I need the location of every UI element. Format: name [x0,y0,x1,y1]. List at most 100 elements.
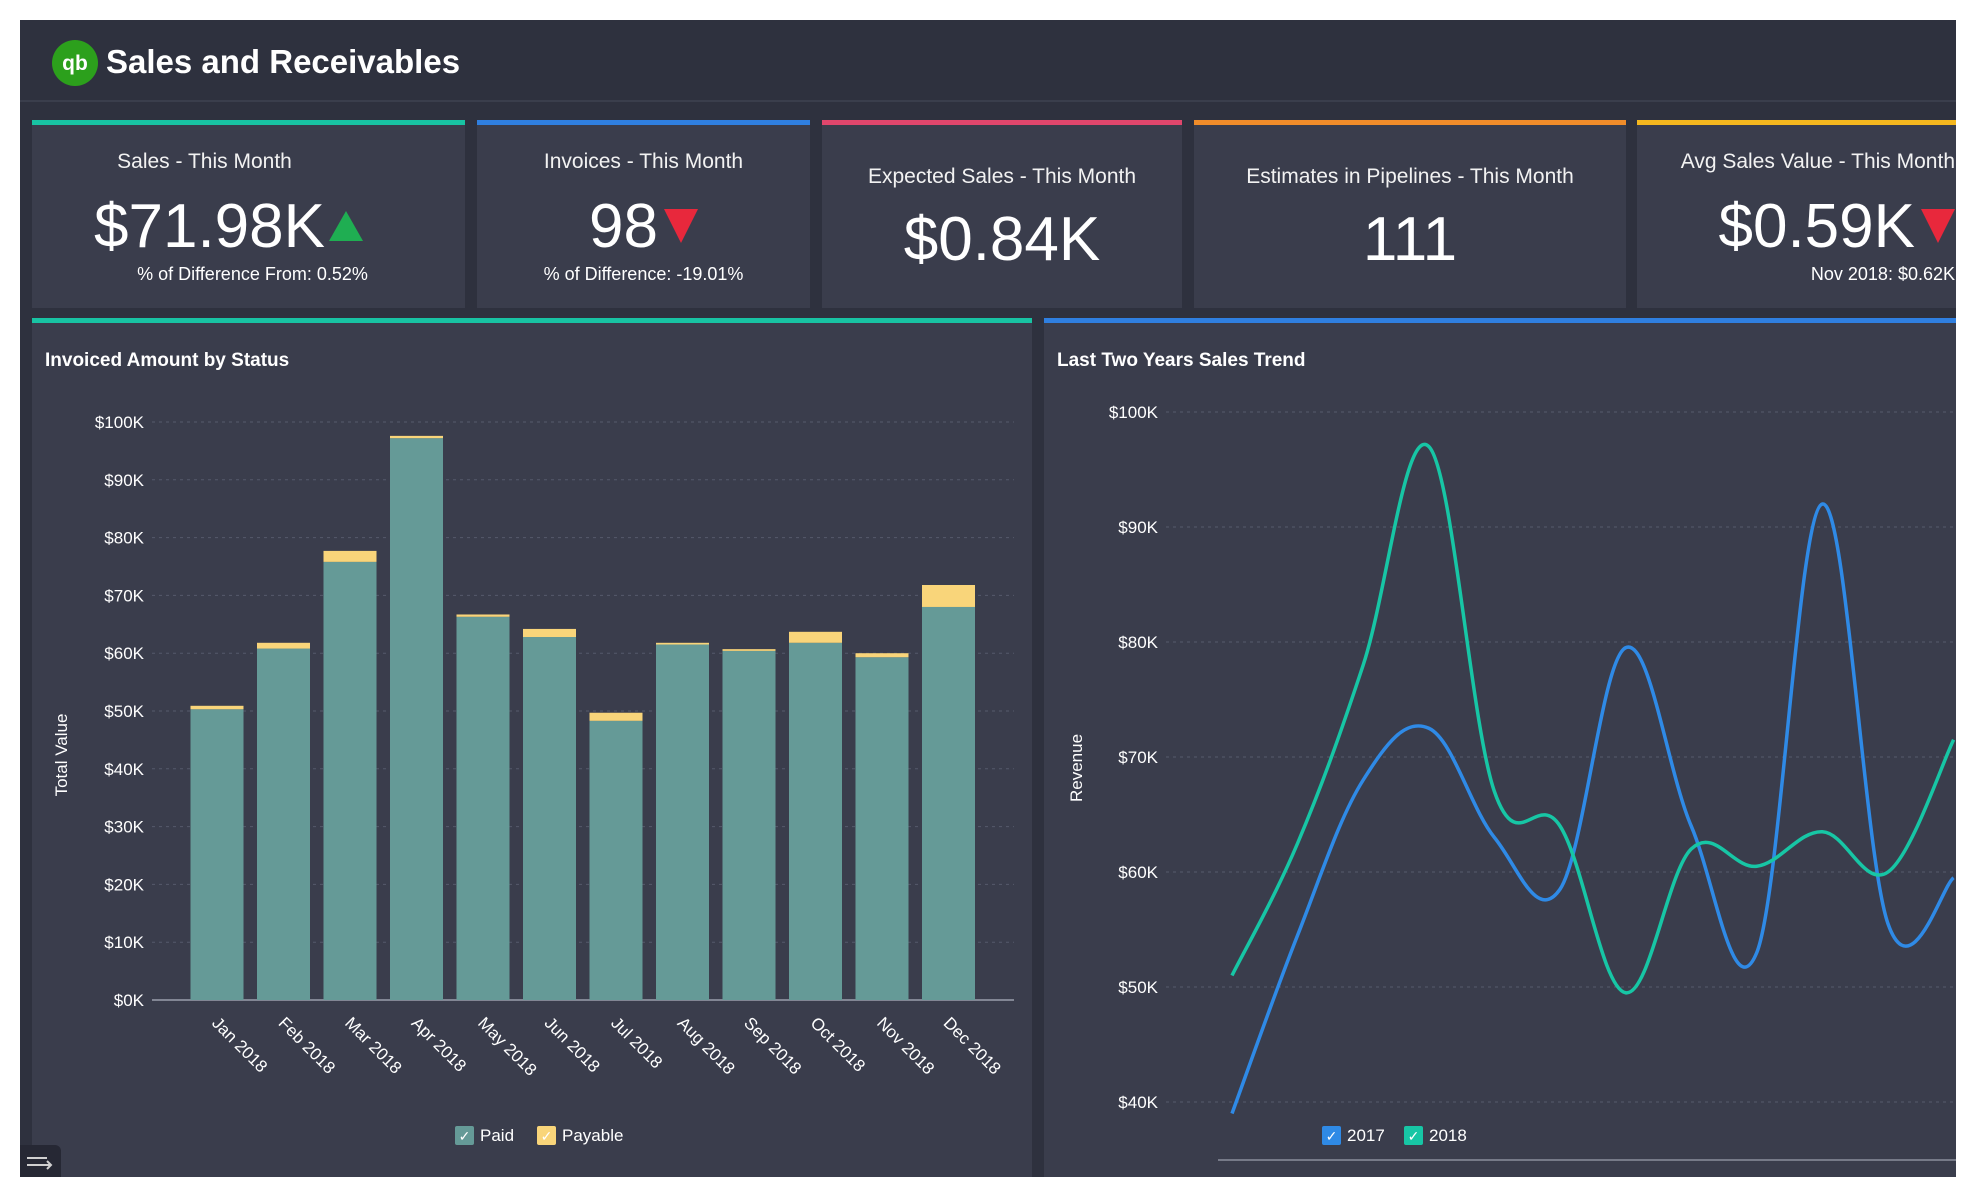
bar-paid [722,650,776,1000]
y-tick-label: $80K [1118,633,1158,652]
legend-item-paid[interactable]: ✓ Paid [455,1126,514,1145]
kpi-title: Invoices - This Month [543,150,744,173]
y-tick-label: $70K [1118,748,1158,767]
y-tick-label: $90K [104,471,144,490]
bar-payable [589,712,643,721]
x-tick-label: Jan 2018 [208,1013,271,1076]
dashboard-header: qb Sales and Receivables [20,20,1956,102]
x-tick-label: Apr 2018 [408,1013,470,1075]
x-tick-label: Oct [1809,1175,1836,1177]
legend-checkbox [537,1126,556,1145]
bar-payable [523,628,576,638]
bar-payable [789,631,842,643]
y-tick-label: $50K [1118,978,1158,997]
check-icon: ✓ [459,1128,471,1144]
bar-paid [789,642,842,1000]
line-series-2017 [1230,502,1955,1115]
y-tick-label: $40K [1118,1093,1158,1112]
bar-payable [922,584,975,607]
x-tick-label: Jun [1546,1175,1573,1177]
bar-paid [390,438,443,1001]
kpi-value: $0.59K [1637,196,1955,258]
kpi-value: $0.84K [903,205,1101,274]
legend-checkbox [1404,1126,1423,1145]
y-tick-label: $60K [1118,863,1158,882]
panel-accent-bar [32,318,1032,323]
legend-label: Paid [480,1126,514,1145]
bar-payable [855,653,909,658]
kpi-sales-card[interactable]: Sales - This Month $71.98K % of Differen… [32,120,465,308]
bar-paid [523,637,576,1000]
kpi-value: $71.98K [32,196,465,258]
kpi-invoices-card[interactable]: Invoices - This Month 98 % of Difference… [477,120,810,308]
check-icon: ✓ [1326,1128,1338,1144]
kpi-value-text: $71.98K [94,192,325,261]
y-tick-label: $10K [104,933,144,952]
y-axis-label: Revenue [1067,734,1086,802]
menu-toggle-button[interactable] [20,1145,61,1177]
dashboard: qb Sales and Receivables Sales - This Mo… [20,20,1956,1177]
x-tick-label: Mar 2018 [341,1013,405,1077]
legend-item-payable[interactable]: ✓ Payable [537,1126,623,1145]
line-series-2018 [1230,442,1956,995]
y-tick-label: $60K [104,644,144,663]
bar-payable [722,649,776,651]
kpi-value-text: $0.59K [1718,192,1915,261]
kpi-title: Avg Sales Value - This Month [1680,150,1955,173]
bar-paid [589,720,643,1000]
chart-title: Last Two Years Sales Trend [1057,350,1306,371]
x-tick-label: Sep [1742,1175,1772,1177]
y-tick-label: $0K [114,991,145,1010]
bar-payable [390,435,443,439]
bar-payable [656,642,709,645]
legend-item-2017[interactable]: ✓ 2017 [1322,1126,1385,1145]
kpi-accent-bar [822,120,1182,125]
trend-down-icon [663,208,698,243]
bar-paid [190,709,244,1000]
kpi-expected-sales-card[interactable]: Expected Sales - This Month $0.84K [822,120,1182,308]
kpi-title: Estimates in Pipelines - This Month [1246,165,1574,188]
kpi-title: Expected Sales - This Month [867,165,1137,188]
legend-label: 2017 [1347,1126,1385,1145]
bar-paid [922,606,975,1000]
x-tick-label: Dec [1938,1175,1956,1177]
check-icon: ✓ [541,1128,553,1144]
x-tick-label: Mar [1349,1175,1379,1177]
quickbooks-logo-icon: qb [52,40,98,86]
y-tick-label: $90K [1118,518,1158,537]
x-tick-label: Dec 2018 [940,1013,1005,1078]
x-tick-label: Jan [1218,1175,1245,1177]
x-tick-label: Feb 2018 [275,1013,339,1077]
x-tick-label: May [1478,1175,1511,1177]
logo-text: qb [62,52,88,75]
legend-item-2018[interactable]: ✓ 2018 [1404,1126,1467,1145]
bar-payable [323,550,377,562]
kpi-estimates-card[interactable]: Estimates in Pipelines - This Month 111 [1194,120,1626,308]
bar-paid [855,657,909,1000]
y-axis-label: Total Value [52,714,71,797]
y-tick-label: $20K [104,875,144,894]
kpi-value: 111 [1362,205,1458,274]
kpi-accent-bar [1194,120,1626,125]
page-title: Sales and Receivables [106,43,461,80]
x-tick-label: Feb [1283,1175,1312,1177]
bar-paid [257,648,310,1000]
quickbooks-logo-glyph: qb [62,52,88,75]
y-tick-label: $50K [104,702,144,721]
x-tick-label: May 2018 [474,1013,540,1079]
x-tick-label: Jun 2018 [541,1013,604,1076]
line-chart: $40K $50K $60K $70K $80K $90K $100K Jan Feb Mar A… [1067,403,1956,1177]
trend-up-icon [329,210,363,241]
x-tick-label: Sep 2018 [740,1013,805,1078]
legend-label: Payable [562,1126,623,1145]
y-tick-label: $100K [95,413,145,432]
kpi-avg-sales-card[interactable]: Avg Sales Value - This Month $0.59K Nov … [1637,120,1956,308]
bar-payable [190,705,244,710]
x-tick-label: Oct 2018 [807,1013,869,1075]
chart-title: Invoiced Amount by Status [45,350,290,371]
trend-down-icon [1921,208,1955,243]
x-tick-label: Jul [1615,1175,1637,1177]
legend-checkbox [1322,1126,1341,1145]
kpi-subtext: Nov 2018: $0.62K [1810,264,1955,284]
y-tick-label: $100K [1109,403,1159,422]
